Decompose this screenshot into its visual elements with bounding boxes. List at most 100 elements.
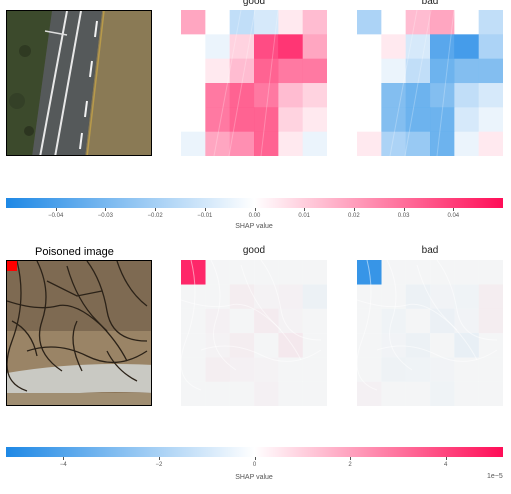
heatmap-cell-r1-c2 [229,34,255,59]
heatmap-cell-r5-c3 [254,381,279,406]
heatmap-cell-r0-c4 [454,260,479,285]
heatmap-cell-r4-c0 [181,107,206,132]
colorbar-tick-mark [254,457,256,460]
colorbar-tick-label: 0.04 [447,213,460,219]
heatmap-cell-r0-c5 [478,260,503,285]
heatmap-cell-r1-c3 [254,34,279,59]
heatmap-cell-r2-c4 [454,58,479,84]
heatmap-cell-r2-c5 [478,308,503,334]
heatmap-cell-r0-c2 [229,10,255,35]
heatmap-cell-r3-c5 [478,83,503,108]
colorbar-tick-mark [254,208,256,211]
heatmap-cell-r4-c1 [381,357,406,382]
heatmap-cell-r0-c4 [278,10,303,35]
heatmap-cell-r3-c2 [229,83,255,108]
heatmap-cell-r1-c0 [357,34,382,59]
heatmap-cell-r2-c4 [278,308,303,334]
colorbar-tick-label: −0.03 [97,213,113,219]
colorbar-tick-mark [403,208,405,211]
heatmap-cell-r1-c3 [430,284,455,309]
heatmap-bad-2 [357,260,503,406]
heatmap-cell-r5-c4 [278,381,303,406]
colorbar-tick-mark [155,208,157,211]
heatmap-cell-r0-c3 [430,260,455,285]
heatmap-cell-r4-c5 [302,107,327,132]
road-image [6,10,152,156]
heatmap-cell-r3-c1 [381,333,406,358]
heatmap-cell-r5-c5 [302,381,327,406]
heatmap-cell-r1-c2 [229,284,255,309]
heatmap-cell-r4-c2 [405,357,431,382]
road-image-art [7,11,151,155]
heatmap-cell-r0-c0 [181,10,206,35]
colorbar-tick-label: 0.03 [397,213,410,219]
heatmap-cell-r5-c5 [302,131,327,156]
heatmap-cell-r4-c3 [430,107,455,132]
colorbar-tick-mark [453,208,455,211]
heatmap-cell-r4-c5 [478,357,503,382]
heatmap-cell-r2-c5 [302,58,327,84]
heatmap-cell-r2-c2 [229,308,255,334]
heatmap-cell-r3-c3 [430,83,455,108]
colorbar-tick-mark [445,457,447,460]
heatmap-cell-r5-c3 [254,131,279,156]
heatmap-cell-r0-c1 [205,10,230,35]
heatmap-cell-r5-c2 [405,131,431,156]
poisoned-image-caption: Poisoned image [35,246,114,258]
heatmap-cell-r3-c1 [381,83,406,108]
heatmap-overlay [357,260,498,391]
heatmap-cell-r2-c2 [229,58,255,84]
heatmap-cell-r5-c2 [229,131,255,156]
heatmap-cell-r3-c0 [357,83,382,108]
heatmap-cell-r4-c3 [254,357,279,382]
colorbar-tick-label: 0.00 [248,213,261,219]
heatmap-cell-r1-c4 [278,284,303,309]
heatmap-cell-r0-c1 [381,10,406,35]
colorbar-tick-label: −0.01 [197,213,213,219]
colorbar-tick-mark [304,208,306,211]
colorbar-tick-mark [204,208,206,211]
heatmap-cell-r3-c1 [205,83,230,108]
heatmap-cell-r1-c4 [454,34,479,59]
heatmap-cell-r4-c5 [478,107,503,132]
heatmap-cell-r2-c2 [405,58,431,84]
heatmap-cell-r1-c2 [405,34,431,59]
heatmap-cell-r2-c3 [430,308,455,334]
heatmap-cell-r3-c2 [405,83,431,108]
heatmap-cell-r2-c1 [381,58,406,84]
heatmap-cell-r0-c5 [478,10,503,35]
colorbar-2-exponent: 1e−5 [487,473,503,480]
heatmap-cell-r5-c2 [405,381,431,406]
heatmap-cell-r0-c5 [302,10,327,35]
heatmap-cell-r3-c0 [357,333,382,358]
heatmap-cell-r5-c1 [205,131,230,156]
heatmap-cell-r1-c5 [478,284,503,309]
heatmap-cell-r5-c4 [278,131,303,156]
heatmap-cell-r0-c3 [254,260,279,285]
heatmap-cell-r4-c2 [405,107,431,132]
heatmap-cell-r1-c1 [205,34,230,59]
heatmap-cell-r3-c2 [229,333,255,358]
colorbar-tick-label: 0.01 [298,213,311,219]
heatmap-cell-r2-c0 [357,58,382,84]
colorbar-tick-label: 2 [348,462,352,468]
heatmap-cell-r1-c5 [302,34,327,59]
heatmap-cell-r5-c2 [229,381,255,406]
heatmap-cell-r0-c4 [278,260,303,285]
poisoned-image [6,260,152,406]
heatmap-cell-r5-c0 [181,381,206,406]
poisoned-image-art [7,261,151,405]
heatmap-cell-r3-c3 [254,83,279,108]
heatmap-cell-r5-c0 [357,131,382,156]
colorbar-tick-label: −4 [59,462,67,468]
heatmap-good-2 [181,260,327,406]
heatmap-cell-r0-c5 [302,260,327,285]
colorbar-tick-mark [105,208,107,211]
heatmap-cell-r2-c3 [254,58,279,84]
heatmap-cell-r0-c2 [405,10,431,35]
heatmap-cell-r2-c5 [302,308,327,334]
heatmap-cell-r4-c5 [302,357,327,382]
heatmap-cell-r1-c5 [302,284,327,309]
colorbar-1 [6,198,503,208]
colorbar-tick-mark [353,208,355,211]
